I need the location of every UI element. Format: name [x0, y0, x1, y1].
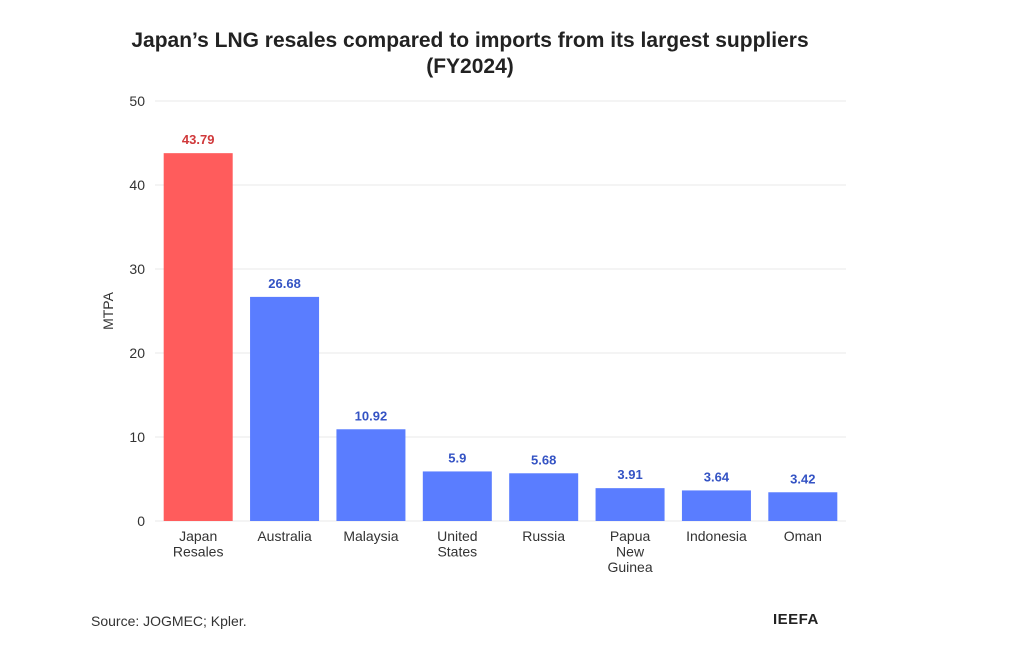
x-tick-label: Indonesia [686, 528, 747, 544]
bar [336, 429, 406, 521]
bar [422, 471, 492, 521]
data-label: 3.42 [790, 471, 815, 486]
data-label: 10.92 [355, 408, 388, 423]
bar [768, 492, 838, 521]
x-tick-label: United [437, 528, 477, 544]
x-tick-label: Malaysia [343, 528, 398, 544]
y-axis-label: MTPA [100, 291, 116, 330]
data-label: 43.79 [182, 132, 215, 147]
brand-logo-text: IEEFA [773, 611, 819, 628]
bar [681, 490, 751, 521]
x-tick-label: Papua [610, 528, 651, 544]
source-note: Source: JOGMEC; Kpler. [91, 613, 247, 629]
y-tick-label: 10 [129, 429, 145, 445]
data-label: 5.9 [448, 450, 466, 465]
y-tick-label: 0 [137, 513, 145, 529]
x-tick-label: New [616, 544, 645, 560]
chart-title-line-2: (FY2024) [426, 55, 514, 78]
bar [250, 296, 320, 521]
y-tick-label: 20 [129, 345, 145, 361]
y-tick-label: 50 [129, 93, 145, 109]
x-tick-label: Russia [522, 528, 565, 544]
bar [163, 153, 233, 521]
y-tick-label: 40 [129, 177, 145, 193]
chart-title: Japan’s LNG resales compared to imports … [0, 28, 940, 80]
data-label: 26.68 [268, 276, 301, 291]
x-tick-label: Guinea [607, 559, 652, 575]
x-tick-label: Oman [784, 528, 822, 544]
x-tick-label: States [437, 544, 477, 560]
chart-title-line-1: Japan’s LNG resales compared to imports … [131, 29, 809, 52]
x-tick-label: Australia [257, 528, 312, 544]
x-tick-label: Japan [179, 528, 217, 544]
y-tick-label: 30 [129, 261, 145, 277]
x-tick-label: Resales [173, 544, 224, 560]
bar [595, 488, 665, 521]
data-label: 3.91 [617, 467, 642, 482]
data-label: 5.68 [531, 452, 556, 467]
data-label: 3.64 [704, 469, 730, 484]
bar [509, 473, 579, 521]
